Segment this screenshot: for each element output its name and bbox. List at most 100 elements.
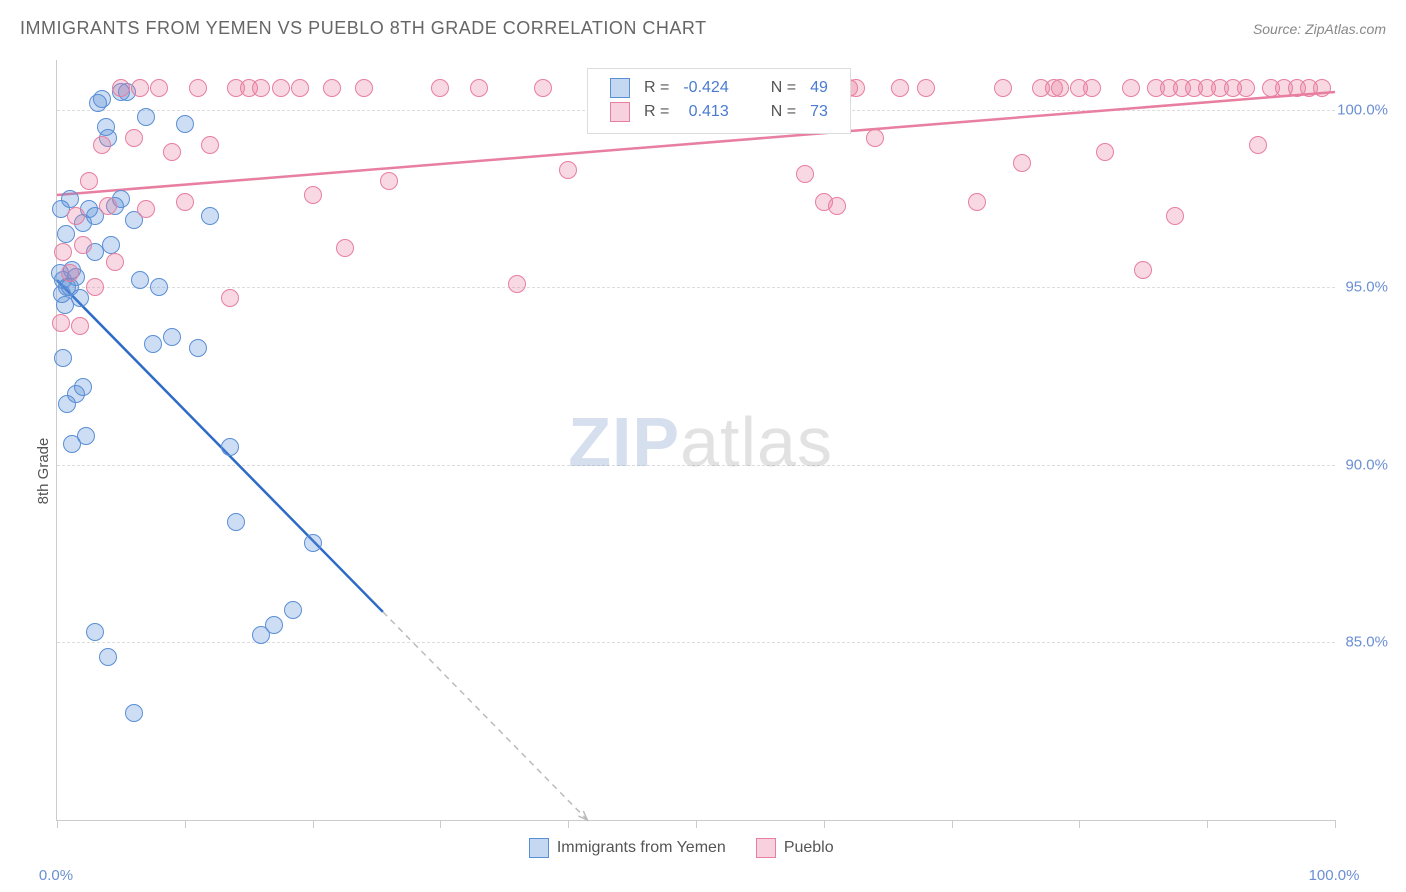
data-point-yemen xyxy=(99,648,117,666)
data-point-yemen xyxy=(189,339,207,357)
data-point-pueblo xyxy=(559,161,577,179)
legend-r-label: R = xyxy=(638,77,675,99)
x-tick-label: 100.0% xyxy=(1309,867,1360,884)
data-point-pueblo xyxy=(86,278,104,296)
data-point-pueblo xyxy=(304,186,322,204)
data-point-pueblo xyxy=(201,136,219,154)
data-point-pueblo xyxy=(99,197,117,215)
data-point-pueblo xyxy=(137,200,155,218)
data-point-pueblo xyxy=(93,136,111,154)
data-point-pueblo xyxy=(470,79,488,97)
data-point-pueblo xyxy=(1313,79,1331,97)
legend-n-label: N = xyxy=(765,101,802,123)
data-point-pueblo xyxy=(1122,79,1140,97)
data-point-yemen xyxy=(57,225,75,243)
x-tick xyxy=(313,820,314,828)
legend-bottom: Immigrants from Yemen Pueblo xyxy=(529,838,834,858)
data-point-pueblo xyxy=(106,253,124,271)
legend-label-pueblo: Pueblo xyxy=(784,839,834,856)
data-point-pueblo xyxy=(508,275,526,293)
data-point-pueblo xyxy=(796,165,814,183)
data-point-pueblo xyxy=(1237,79,1255,97)
y-axis-label: 8th Grade xyxy=(35,438,52,505)
x-tick xyxy=(1079,820,1080,828)
data-point-yemen xyxy=(63,435,81,453)
data-point-pueblo xyxy=(994,79,1012,97)
legend-item-yemen[interactable]: Immigrants from Yemen xyxy=(529,838,726,858)
data-point-pueblo xyxy=(534,79,552,97)
x-tick xyxy=(185,820,186,828)
data-point-yemen xyxy=(125,704,143,722)
data-point-pueblo xyxy=(1096,143,1114,161)
data-point-pueblo xyxy=(71,317,89,335)
legend-r-value-yemen: -0.424 xyxy=(677,77,734,99)
legend-r-value-pueblo: 0.413 xyxy=(677,101,734,123)
data-point-pueblo xyxy=(74,236,92,254)
data-point-pueblo xyxy=(1083,79,1101,97)
x-tick xyxy=(57,820,58,828)
data-point-pueblo xyxy=(828,197,846,215)
data-point-yemen xyxy=(97,118,115,136)
data-point-yemen xyxy=(144,335,162,353)
data-point-yemen xyxy=(304,534,322,552)
data-point-pueblo xyxy=(866,129,884,147)
legend-swatch-pueblo-icon xyxy=(756,838,776,858)
data-point-pueblo xyxy=(150,79,168,97)
correlation-legend: R =-0.424 N =49 R = 0.413 N =73 xyxy=(587,68,851,134)
data-point-yemen xyxy=(93,90,111,108)
legend-n-label: N = xyxy=(765,77,802,99)
regression-overlay xyxy=(57,60,1335,820)
data-point-pueblo xyxy=(291,79,309,97)
legend-label-yemen: Immigrants from Yemen xyxy=(557,839,726,856)
plot-area: ZIPatlasR =-0.424N =49R = 0.413N =73 xyxy=(56,60,1335,821)
legend-item-pueblo[interactable]: Pueblo xyxy=(756,838,834,858)
data-point-yemen xyxy=(221,438,239,456)
data-point-pueblo xyxy=(61,264,79,282)
data-point-pueblo xyxy=(189,79,207,97)
data-point-yemen xyxy=(265,616,283,634)
data-point-yemen xyxy=(284,601,302,619)
data-point-pueblo xyxy=(323,79,341,97)
data-point-pueblo xyxy=(431,79,449,97)
data-point-pueblo xyxy=(1249,136,1267,154)
data-point-yemen xyxy=(102,236,120,254)
source-prefix: Source: xyxy=(1253,21,1305,37)
legend-swatch-yemen xyxy=(610,78,630,98)
data-point-pueblo xyxy=(1166,207,1184,225)
data-point-pueblo xyxy=(336,239,354,257)
x-tick xyxy=(696,820,697,828)
data-point-yemen xyxy=(54,349,72,367)
data-point-pueblo xyxy=(221,289,239,307)
legend-r-label: R = xyxy=(638,101,675,123)
data-point-pueblo xyxy=(1013,154,1031,172)
data-point-pueblo xyxy=(54,243,72,261)
data-point-pueblo xyxy=(891,79,909,97)
data-point-yemen xyxy=(137,108,155,126)
legend-swatch-yemen-icon xyxy=(529,838,549,858)
data-point-pueblo xyxy=(112,79,130,97)
regression-line-yemen-dashed xyxy=(383,612,587,820)
data-point-pueblo xyxy=(176,193,194,211)
data-point-pueblo xyxy=(80,172,98,190)
x-tick xyxy=(1335,820,1336,828)
data-point-yemen xyxy=(227,513,245,531)
data-point-pueblo xyxy=(125,129,143,147)
x-tick-label: 0.0% xyxy=(39,867,73,884)
x-tick xyxy=(1207,820,1208,828)
legend-swatch-pueblo xyxy=(610,102,630,122)
legend-n-value-pueblo: 73 xyxy=(804,101,834,123)
data-point-pueblo xyxy=(272,79,290,97)
y-tick-label: 95.0% xyxy=(1345,279,1388,296)
x-tick xyxy=(568,820,569,828)
source-link[interactable]: ZipAtlas.com xyxy=(1305,21,1386,37)
data-point-pueblo xyxy=(380,172,398,190)
legend-n-value-yemen: 49 xyxy=(804,77,834,99)
y-tick-label: 85.0% xyxy=(1345,634,1388,651)
data-point-yemen xyxy=(201,207,219,225)
data-point-pueblo xyxy=(252,79,270,97)
data-point-yemen xyxy=(67,385,85,403)
data-point-pueblo xyxy=(1051,79,1069,97)
data-point-pueblo xyxy=(917,79,935,97)
data-point-yemen xyxy=(176,115,194,133)
data-point-pueblo xyxy=(968,193,986,211)
